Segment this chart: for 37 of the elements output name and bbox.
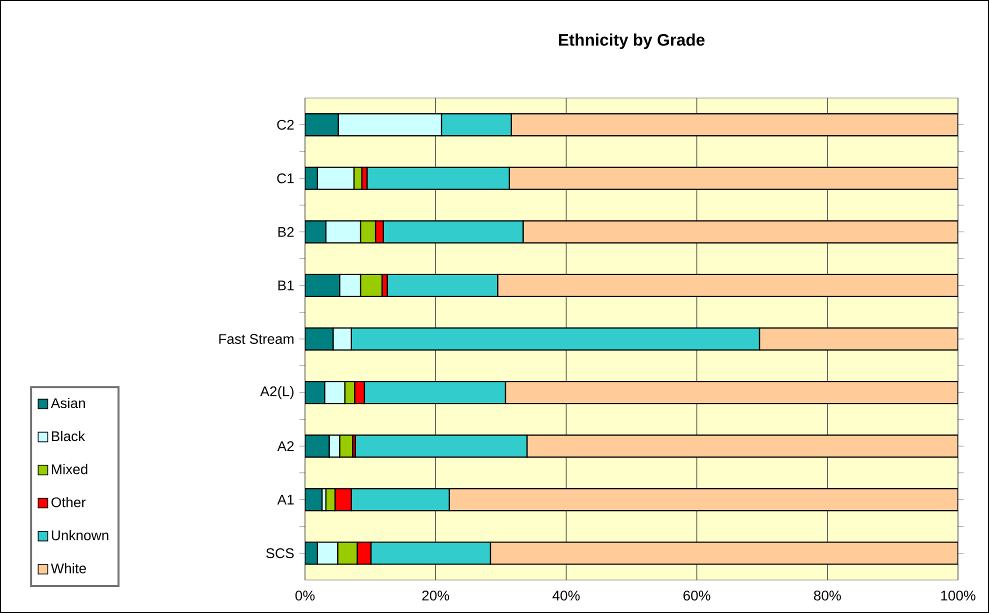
legend-label: Black bbox=[52, 430, 86, 442]
x-tick-label: 0% bbox=[295, 590, 315, 601]
y-tick-label: A1 bbox=[277, 494, 294, 504]
bar bbox=[305, 113, 339, 136]
bar bbox=[305, 380, 326, 404]
x-tick-label: 60% bbox=[684, 590, 710, 601]
bar bbox=[305, 274, 340, 298]
y-tick-label: B2 bbox=[278, 227, 294, 237]
bar bbox=[758, 327, 958, 351]
bar bbox=[497, 274, 958, 298]
y-tick-label: Fast Stream bbox=[219, 334, 294, 344]
x-tick-label: 80% bbox=[814, 590, 841, 601]
chart-title: Ethnicity by Grade bbox=[558, 34, 705, 50]
legend-label: White bbox=[50, 563, 86, 574]
bar bbox=[490, 542, 958, 565]
bar bbox=[510, 113, 958, 136]
y-tick-label: C2 bbox=[277, 120, 294, 130]
legend-label: Unknown bbox=[52, 530, 108, 540]
y-tick-label: A2(L) bbox=[260, 386, 294, 400]
bar bbox=[305, 327, 334, 351]
y-tick-label: A2 bbox=[277, 441, 294, 451]
y-tick-label: SCS bbox=[266, 548, 294, 558]
bar bbox=[526, 434, 958, 458]
legend-label: Mixed bbox=[52, 464, 88, 474]
bar bbox=[305, 434, 330, 458]
bar bbox=[508, 166, 958, 190]
x-tick-label: 40% bbox=[552, 590, 580, 601]
bar bbox=[305, 220, 326, 244]
bar bbox=[504, 380, 958, 404]
y-tick-label: C1 bbox=[277, 173, 294, 184]
bar bbox=[448, 488, 958, 512]
bar bbox=[522, 220, 958, 244]
y-tick-label: B1 bbox=[278, 280, 294, 290]
legend-label: Asian bbox=[50, 398, 85, 408]
x-tick-label: 20% bbox=[422, 590, 450, 601]
legend-label: Other bbox=[51, 496, 86, 508]
x-tick-label: 100% bbox=[941, 590, 976, 601]
